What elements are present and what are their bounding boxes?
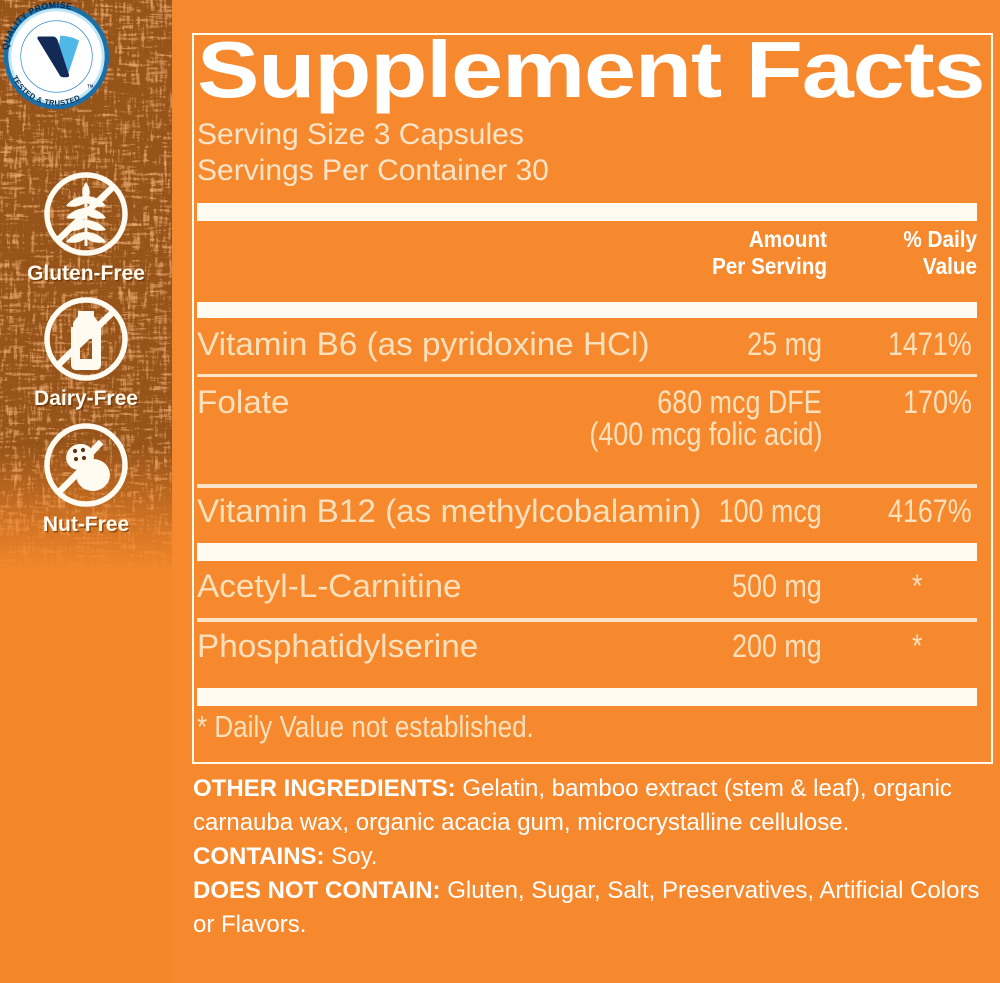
svg-text:TM: TM xyxy=(87,83,94,88)
